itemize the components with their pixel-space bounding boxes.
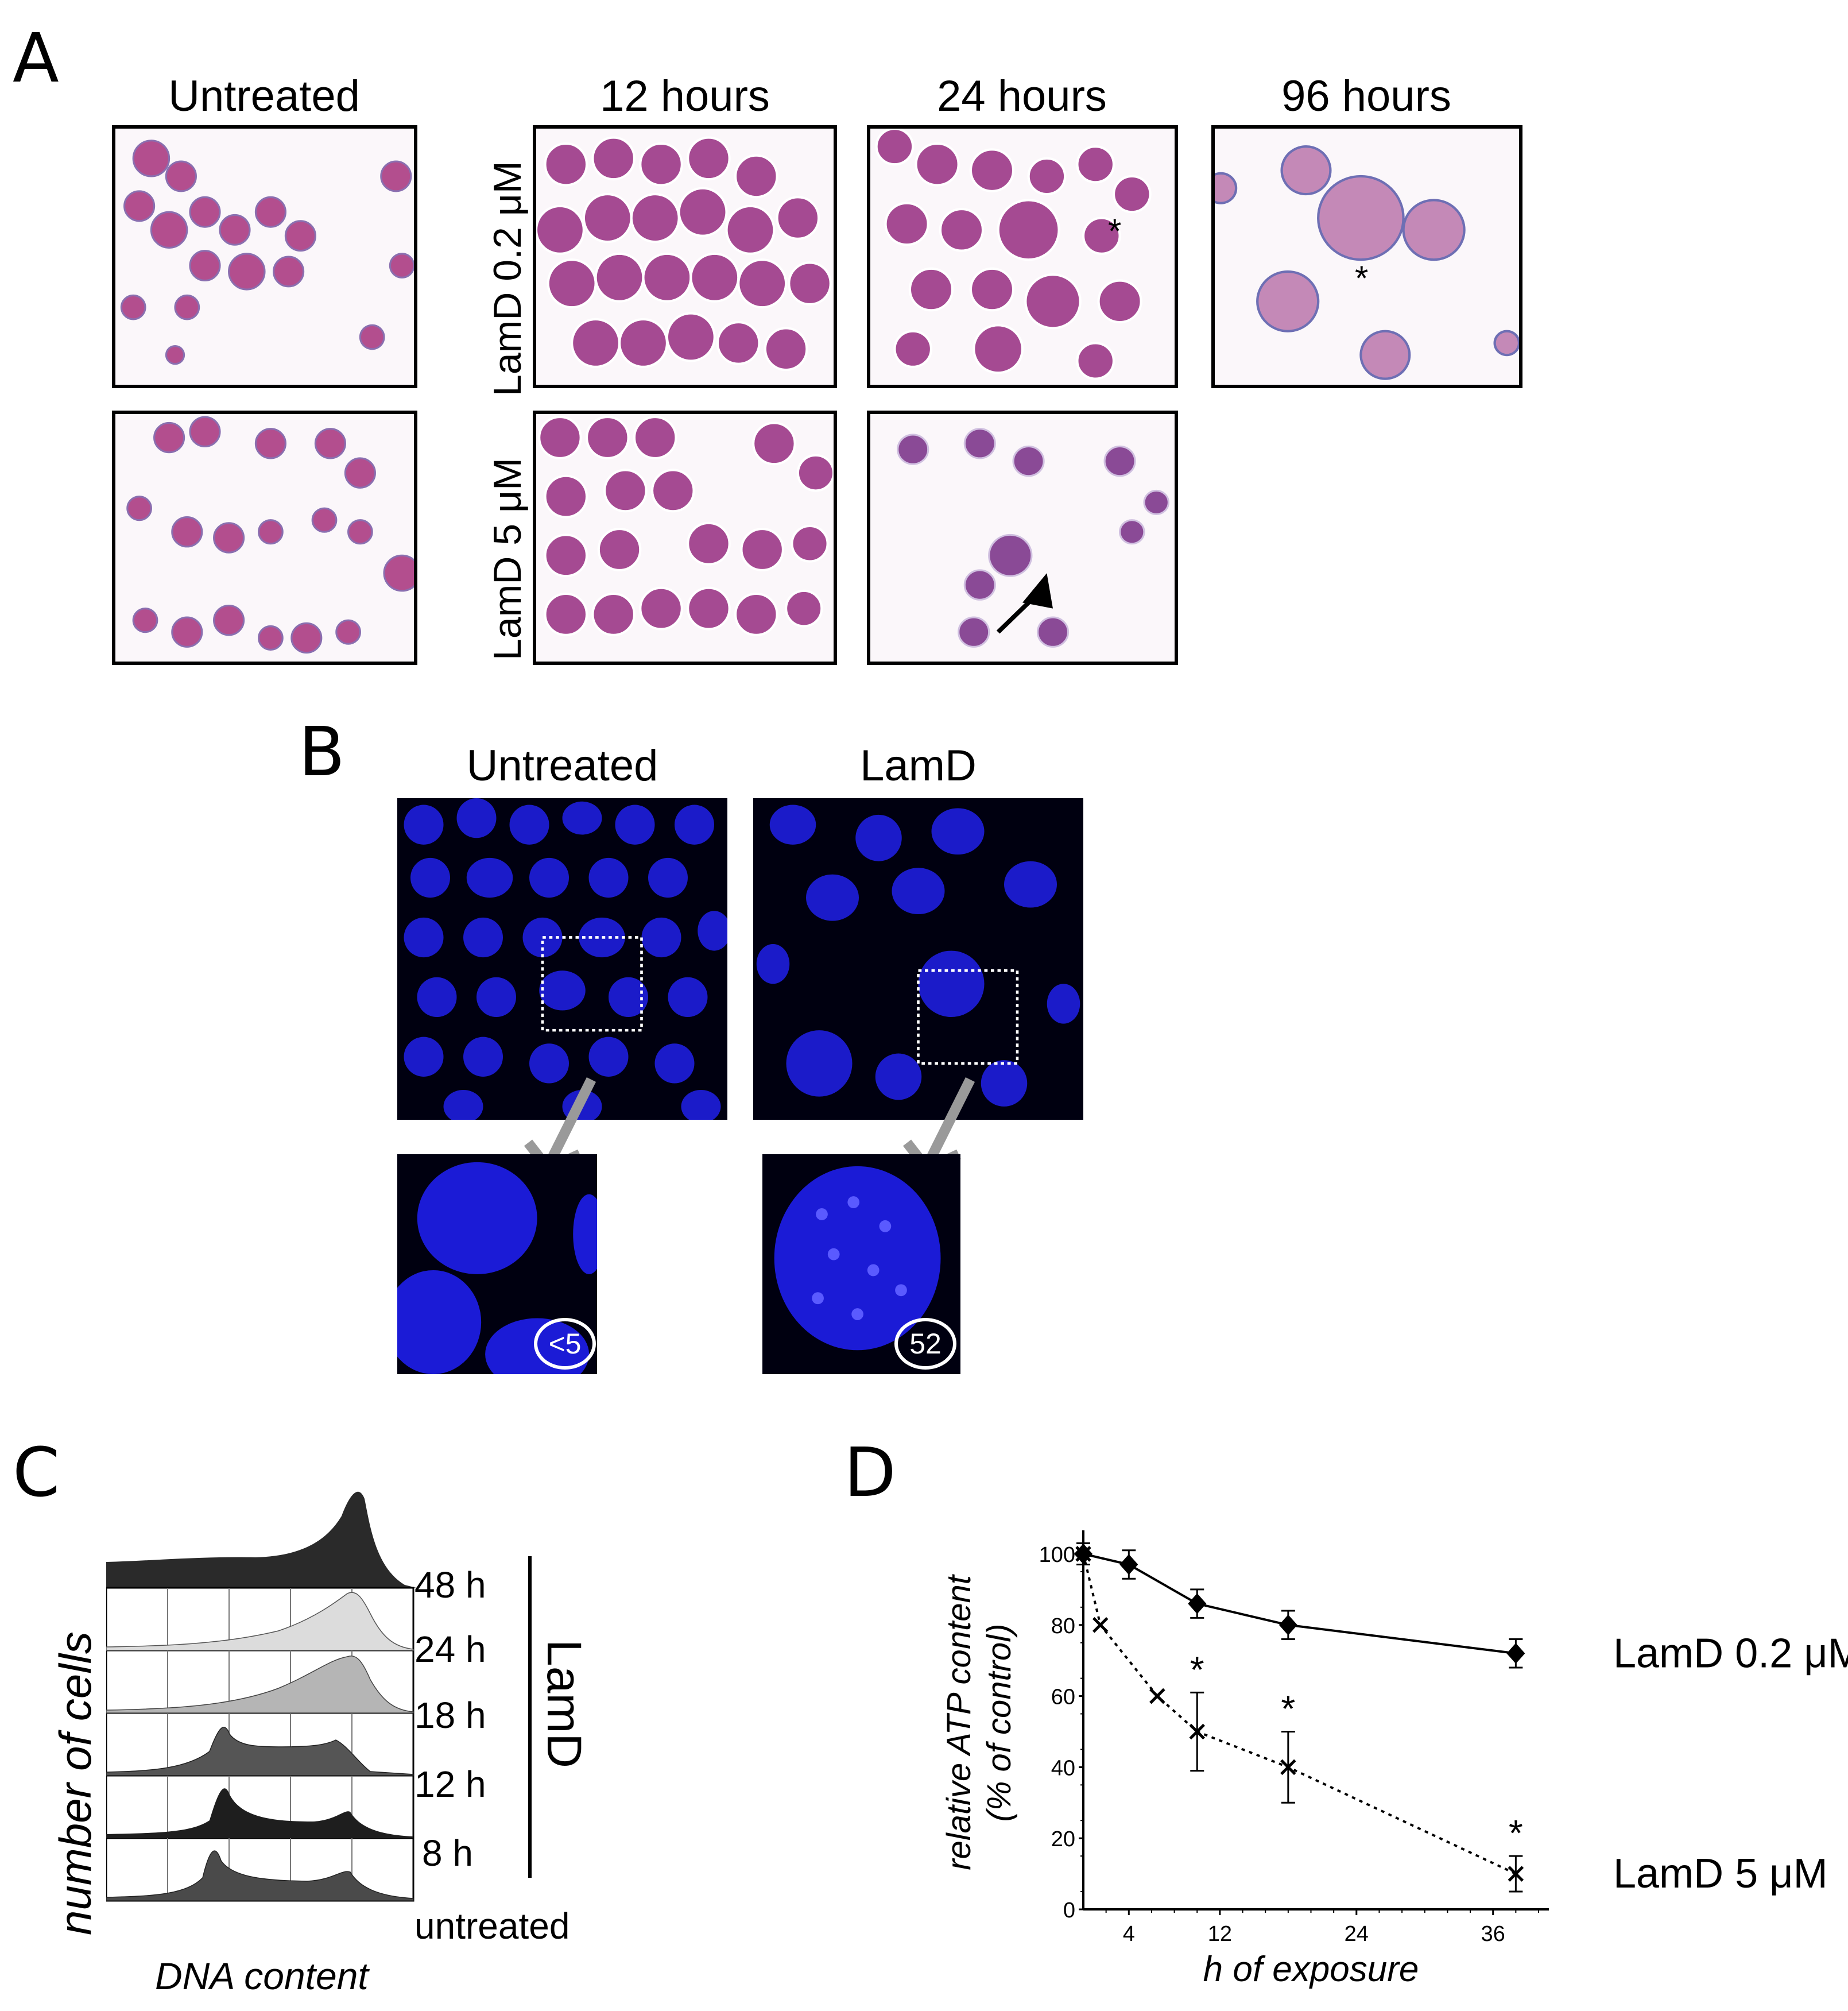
micrograph-low-24h xyxy=(867,125,1178,388)
significance-asterisk: * xyxy=(1190,1649,1204,1690)
series-line-1 xyxy=(1082,1553,1517,1875)
hist-label-24h: 24 h xyxy=(414,1629,486,1670)
panel-a-col-96h: 96 hours xyxy=(1281,72,1451,121)
hist-label-18h: 18 h xyxy=(414,1695,486,1736)
panel-a-col-untreated: Untreated xyxy=(168,72,360,121)
point-x xyxy=(1280,1759,1296,1776)
series-line-0 xyxy=(1083,1553,1516,1655)
point-diamond xyxy=(1188,1593,1207,1614)
badge-lamd-count: 52 xyxy=(894,1318,956,1370)
panel-a-col-12h: 12 hours xyxy=(600,72,770,121)
micrograph-untreated-top xyxy=(112,125,417,388)
hist-label-12h: 12 h xyxy=(414,1764,486,1805)
x-tick-label: 4 xyxy=(1123,1922,1135,1946)
x-tick-label: 12 xyxy=(1208,1922,1232,1946)
micrograph-high-24h xyxy=(867,411,1178,665)
panel-b-col-lamd: LamD xyxy=(860,741,977,790)
fluorescence-untreated xyxy=(397,798,727,1120)
point-x xyxy=(1075,1546,1091,1562)
point-x xyxy=(1149,1688,1165,1704)
panel-c-xlabel: DNA content xyxy=(155,1955,369,1997)
x-tick-label: 36 xyxy=(1481,1922,1505,1946)
fluorescence-zoom-lamd xyxy=(762,1154,960,1374)
y-axis-label-line: (% of control) xyxy=(981,1624,1018,1822)
asterisk-96h: * xyxy=(1355,259,1369,297)
histogram-48h xyxy=(106,1491,416,1588)
lamd-group-label: LamD xyxy=(537,1639,591,1769)
badge-untreated-count: <5 xyxy=(534,1318,596,1370)
y-tick-label: 60 xyxy=(1051,1685,1075,1710)
fluorescence-lamd xyxy=(753,798,1083,1120)
dna-histograms xyxy=(106,1491,416,1902)
x-tick-label: 24 xyxy=(1345,1922,1369,1946)
point-x xyxy=(1092,1616,1109,1633)
hist-label-48h: 48 h xyxy=(414,1564,486,1606)
panel-b-col-untreated: Untreated xyxy=(466,741,658,790)
significance-asterisk: * xyxy=(1509,1812,1523,1854)
y-tick-label: 20 xyxy=(1051,1827,1075,1851)
panel-a-letter: A xyxy=(13,18,59,98)
panel-a-col-24h: 24 hours xyxy=(937,72,1107,121)
atp-chart: 0 20 40 60 80 100 4 12 24 36 h of exposure relative… xyxy=(940,1530,1848,1989)
panel-b-letter: B xyxy=(299,712,345,791)
point-diamond xyxy=(1119,1554,1138,1575)
panel-c-letter: C xyxy=(13,1433,60,1512)
micrograph-low-12h xyxy=(533,125,837,388)
panel-a-row-high-dose: LamD 5 μM xyxy=(486,458,529,660)
hist-label-untreated: untreated xyxy=(414,1905,570,1947)
micrograph-untreated-bottom xyxy=(112,411,417,665)
x-axis-label: h of exposure xyxy=(1203,1950,1419,1989)
y-axis-label-line: relative ATP content xyxy=(940,1573,978,1870)
panel-d-letter: D xyxy=(844,1433,896,1512)
significance-asterisk: * xyxy=(1281,1688,1295,1729)
asterisk-24h: * xyxy=(1108,212,1122,250)
y-tick-label: 40 xyxy=(1051,1756,1075,1780)
y-tick-label: 0 xyxy=(1063,1898,1075,1923)
y-tick-label: 80 xyxy=(1051,1614,1075,1638)
point-diamond xyxy=(1279,1614,1297,1635)
hist-label-8h: 8 h xyxy=(422,1832,473,1874)
micrograph-high-12h xyxy=(533,411,837,665)
lamd-bracket-line xyxy=(528,1556,532,1878)
panel-a-row-low-dose: LamD 0.2 μM xyxy=(486,161,529,396)
panel-c-ylabel: number of cells xyxy=(50,1631,100,1935)
point-diamond xyxy=(1506,1643,1525,1664)
point-x xyxy=(1189,1723,1206,1740)
y-tick-label: 100 xyxy=(1039,1543,1075,1567)
series-label-0: LamD 0.2 μM xyxy=(1613,1630,1848,1676)
series-label-1: LamD 5 μM xyxy=(1613,1851,1828,1897)
micrograph-low-96h xyxy=(1211,125,1522,388)
point-x xyxy=(1508,1866,1524,1882)
